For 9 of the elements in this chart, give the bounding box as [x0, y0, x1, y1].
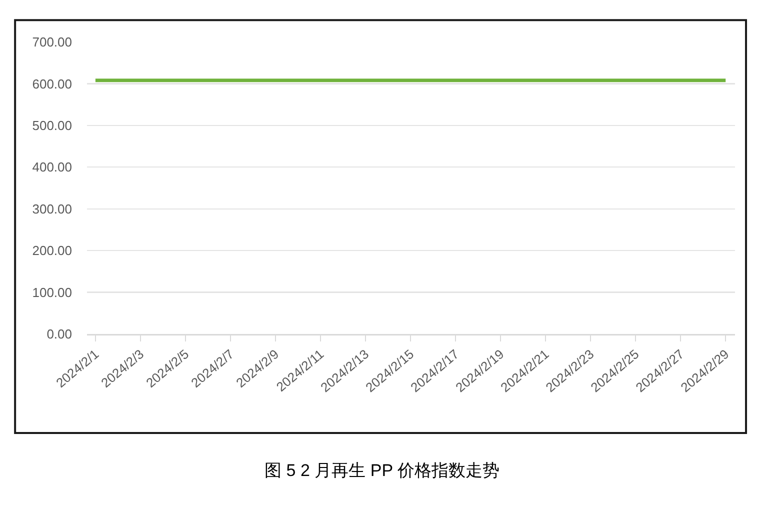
- y-tick-label: 0.00: [46, 326, 72, 342]
- y-tick-label: 700.00: [32, 34, 72, 50]
- y-tick-label: 500.00: [32, 118, 72, 133]
- y-tick-label: 300.00: [32, 201, 72, 216]
- y-tick-label: 400.00: [32, 160, 72, 175]
- y-tick-label: 100.00: [32, 284, 72, 300]
- text: 图 5 2 月再生 PP 价格指数走势: [264, 461, 500, 480]
- y-tick-label: 200.00: [32, 243, 72, 258]
- y-tick-label: 600.00: [32, 76, 72, 92]
